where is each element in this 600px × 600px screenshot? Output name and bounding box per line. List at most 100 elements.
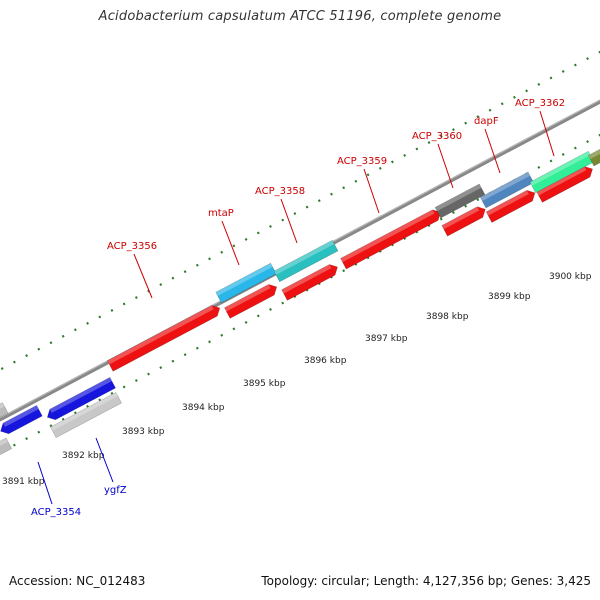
inner-minor-tick (439, 217, 443, 221)
feature-next-class[interactable] (587, 145, 600, 167)
outer-minor-tick (586, 57, 589, 61)
inner-minor-tick (549, 159, 553, 163)
leader-line-acp-3360 (437, 143, 454, 189)
outer-minor-tick (378, 166, 382, 170)
inner-minor-tick (561, 153, 565, 156)
leader-line-mtap (221, 220, 240, 266)
outer-minor-tick (464, 121, 468, 125)
gene-label-mtap[interactable]: mtaP (208, 208, 234, 219)
feature-dapf-class[interactable] (479, 171, 535, 209)
gene-label-acp-3359[interactable]: ACP_3359 (337, 156, 387, 167)
tick-label-3897-kbp: 3897 kbp (365, 334, 408, 344)
inner-minor-tick (183, 353, 187, 357)
inner-minor-tick (134, 379, 138, 382)
inner-minor-tick (232, 327, 236, 331)
tick-label-3895-kbp: 3895 kbp (243, 379, 286, 389)
tick-label-track: 3891 kbp 3892 kbp 3893 kbp 3894 kbp 3895 kbp… (2, 272, 592, 487)
gene-label-track: ACP_3354 ygfZ ACP_3356 mtaP ACP_3358 ACP_3359… (31, 98, 565, 518)
inner-minor-tick (86, 404, 89, 408)
inner-minor-tick (25, 437, 28, 441)
outer-minor-tick (525, 89, 529, 93)
feature-acp3354[interactable] (0, 404, 43, 436)
feature-edge-grey[interactable] (0, 402, 9, 428)
inner-minor-tick (342, 269, 346, 273)
feature-acp3359[interactable] (340, 207, 444, 270)
outer-minor-tick (98, 315, 102, 319)
outer-minor-tick (244, 237, 248, 241)
outer-minor-tick (476, 115, 480, 119)
gene-label-acp-3360[interactable]: ACP_3360 (412, 131, 462, 142)
feature-ygfz[interactable] (44, 376, 116, 422)
inner-minor-tick (195, 346, 199, 350)
tick-label-3891-kbp: 3891 kbp (2, 477, 45, 487)
outer-minor-tick (452, 128, 455, 132)
tick-label-3894-kbp: 3894 kbp (182, 403, 225, 413)
feature-ygfz-class[interactable] (50, 391, 122, 439)
outer-minor-tick (513, 95, 516, 99)
outer-minor-tick (561, 70, 565, 73)
outer-minor-tick (232, 244, 236, 248)
inner-minor-tick (586, 140, 589, 144)
feature-acp3358[interactable] (281, 262, 341, 301)
gene-label-acp-3358[interactable]: ACP_3358 (255, 186, 305, 197)
tick-label-3899-kbp: 3899 kbp (488, 292, 531, 302)
outer-minor-tick (391, 160, 394, 164)
outer-minor-tick (86, 321, 89, 325)
inner-minor-tick (98, 398, 102, 402)
tick-label-3892-kbp: 3892 kbp (62, 451, 105, 461)
inner-minor-tick (159, 366, 163, 370)
outer-minor-tick (500, 102, 504, 106)
inner-minor-tick (256, 314, 260, 318)
feature-acp3360[interactable] (441, 204, 488, 237)
outer-minor-tick (12, 360, 16, 364)
feature-dapf[interactable] (485, 188, 538, 223)
feature-mtap[interactable] (224, 282, 279, 319)
outer-minor-tick (415, 147, 419, 151)
gene-label-acp-3356[interactable]: ACP_3356 (107, 241, 157, 252)
outer-minor-tick (354, 179, 358, 183)
topology-summary-text: Topology: circular; Length: 4,127,356 bp… (261, 574, 591, 588)
outer-minor-tick (37, 347, 41, 351)
outer-minor-tick (110, 308, 114, 312)
leader-line-acp-3362 (539, 110, 555, 157)
inner-minor-tick (61, 417, 65, 421)
outer-minor-tick (427, 141, 431, 144)
outer-tick-track (0, 50, 600, 370)
feature-acp3354-class[interactable] (0, 437, 13, 459)
outer-minor-tick (439, 134, 443, 138)
leader-line-ygfz (95, 437, 114, 483)
outer-minor-tick (183, 270, 187, 274)
tick-label-3900-kbp: 3900 kbp (549, 272, 592, 282)
inner-minor-tick (122, 385, 126, 389)
map-title: Acidobacterium capsulatum ATCC 51196, co… (98, 9, 502, 24)
inner-minor-tick (281, 301, 285, 305)
inner-minor-tick (73, 411, 77, 415)
gene-label-dapf[interactable]: dapF (474, 116, 499, 127)
gene-label-acp-3354[interactable]: ACP_3354 (31, 507, 81, 518)
inner-minor-tick (464, 204, 468, 208)
accession-text: Accession: NC_012483 (9, 574, 146, 588)
feature-track (0, 145, 600, 459)
outer-minor-tick (317, 199, 321, 203)
outer-minor-tick (573, 63, 577, 67)
outer-minor-tick (330, 192, 333, 196)
inner-minor-tick (476, 198, 480, 202)
feature-acp3360-class[interactable] (434, 183, 486, 219)
inner-minor-tick (269, 308, 272, 311)
outer-minor-tick (25, 354, 28, 358)
leader-line-acp-3359 (363, 168, 380, 214)
leader-line-acp-3358 (280, 198, 298, 244)
inner-minor-tick (12, 443, 16, 447)
inner-minor-tick (452, 211, 455, 215)
feature-acp3358-class[interactable] (273, 239, 339, 283)
outer-minor-tick (549, 76, 553, 80)
gene-label-acp-3362[interactable]: ACP_3362 (515, 98, 565, 109)
inner-minor-tick (147, 372, 150, 376)
gene-label-ygfz[interactable]: ygfZ (104, 485, 127, 496)
outer-minor-tick (305, 205, 309, 209)
feature-acp3356[interactable] (106, 303, 222, 372)
inner-minor-tick (537, 165, 541, 169)
outer-minor-tick (366, 173, 370, 177)
outer-minor-tick (342, 186, 346, 190)
